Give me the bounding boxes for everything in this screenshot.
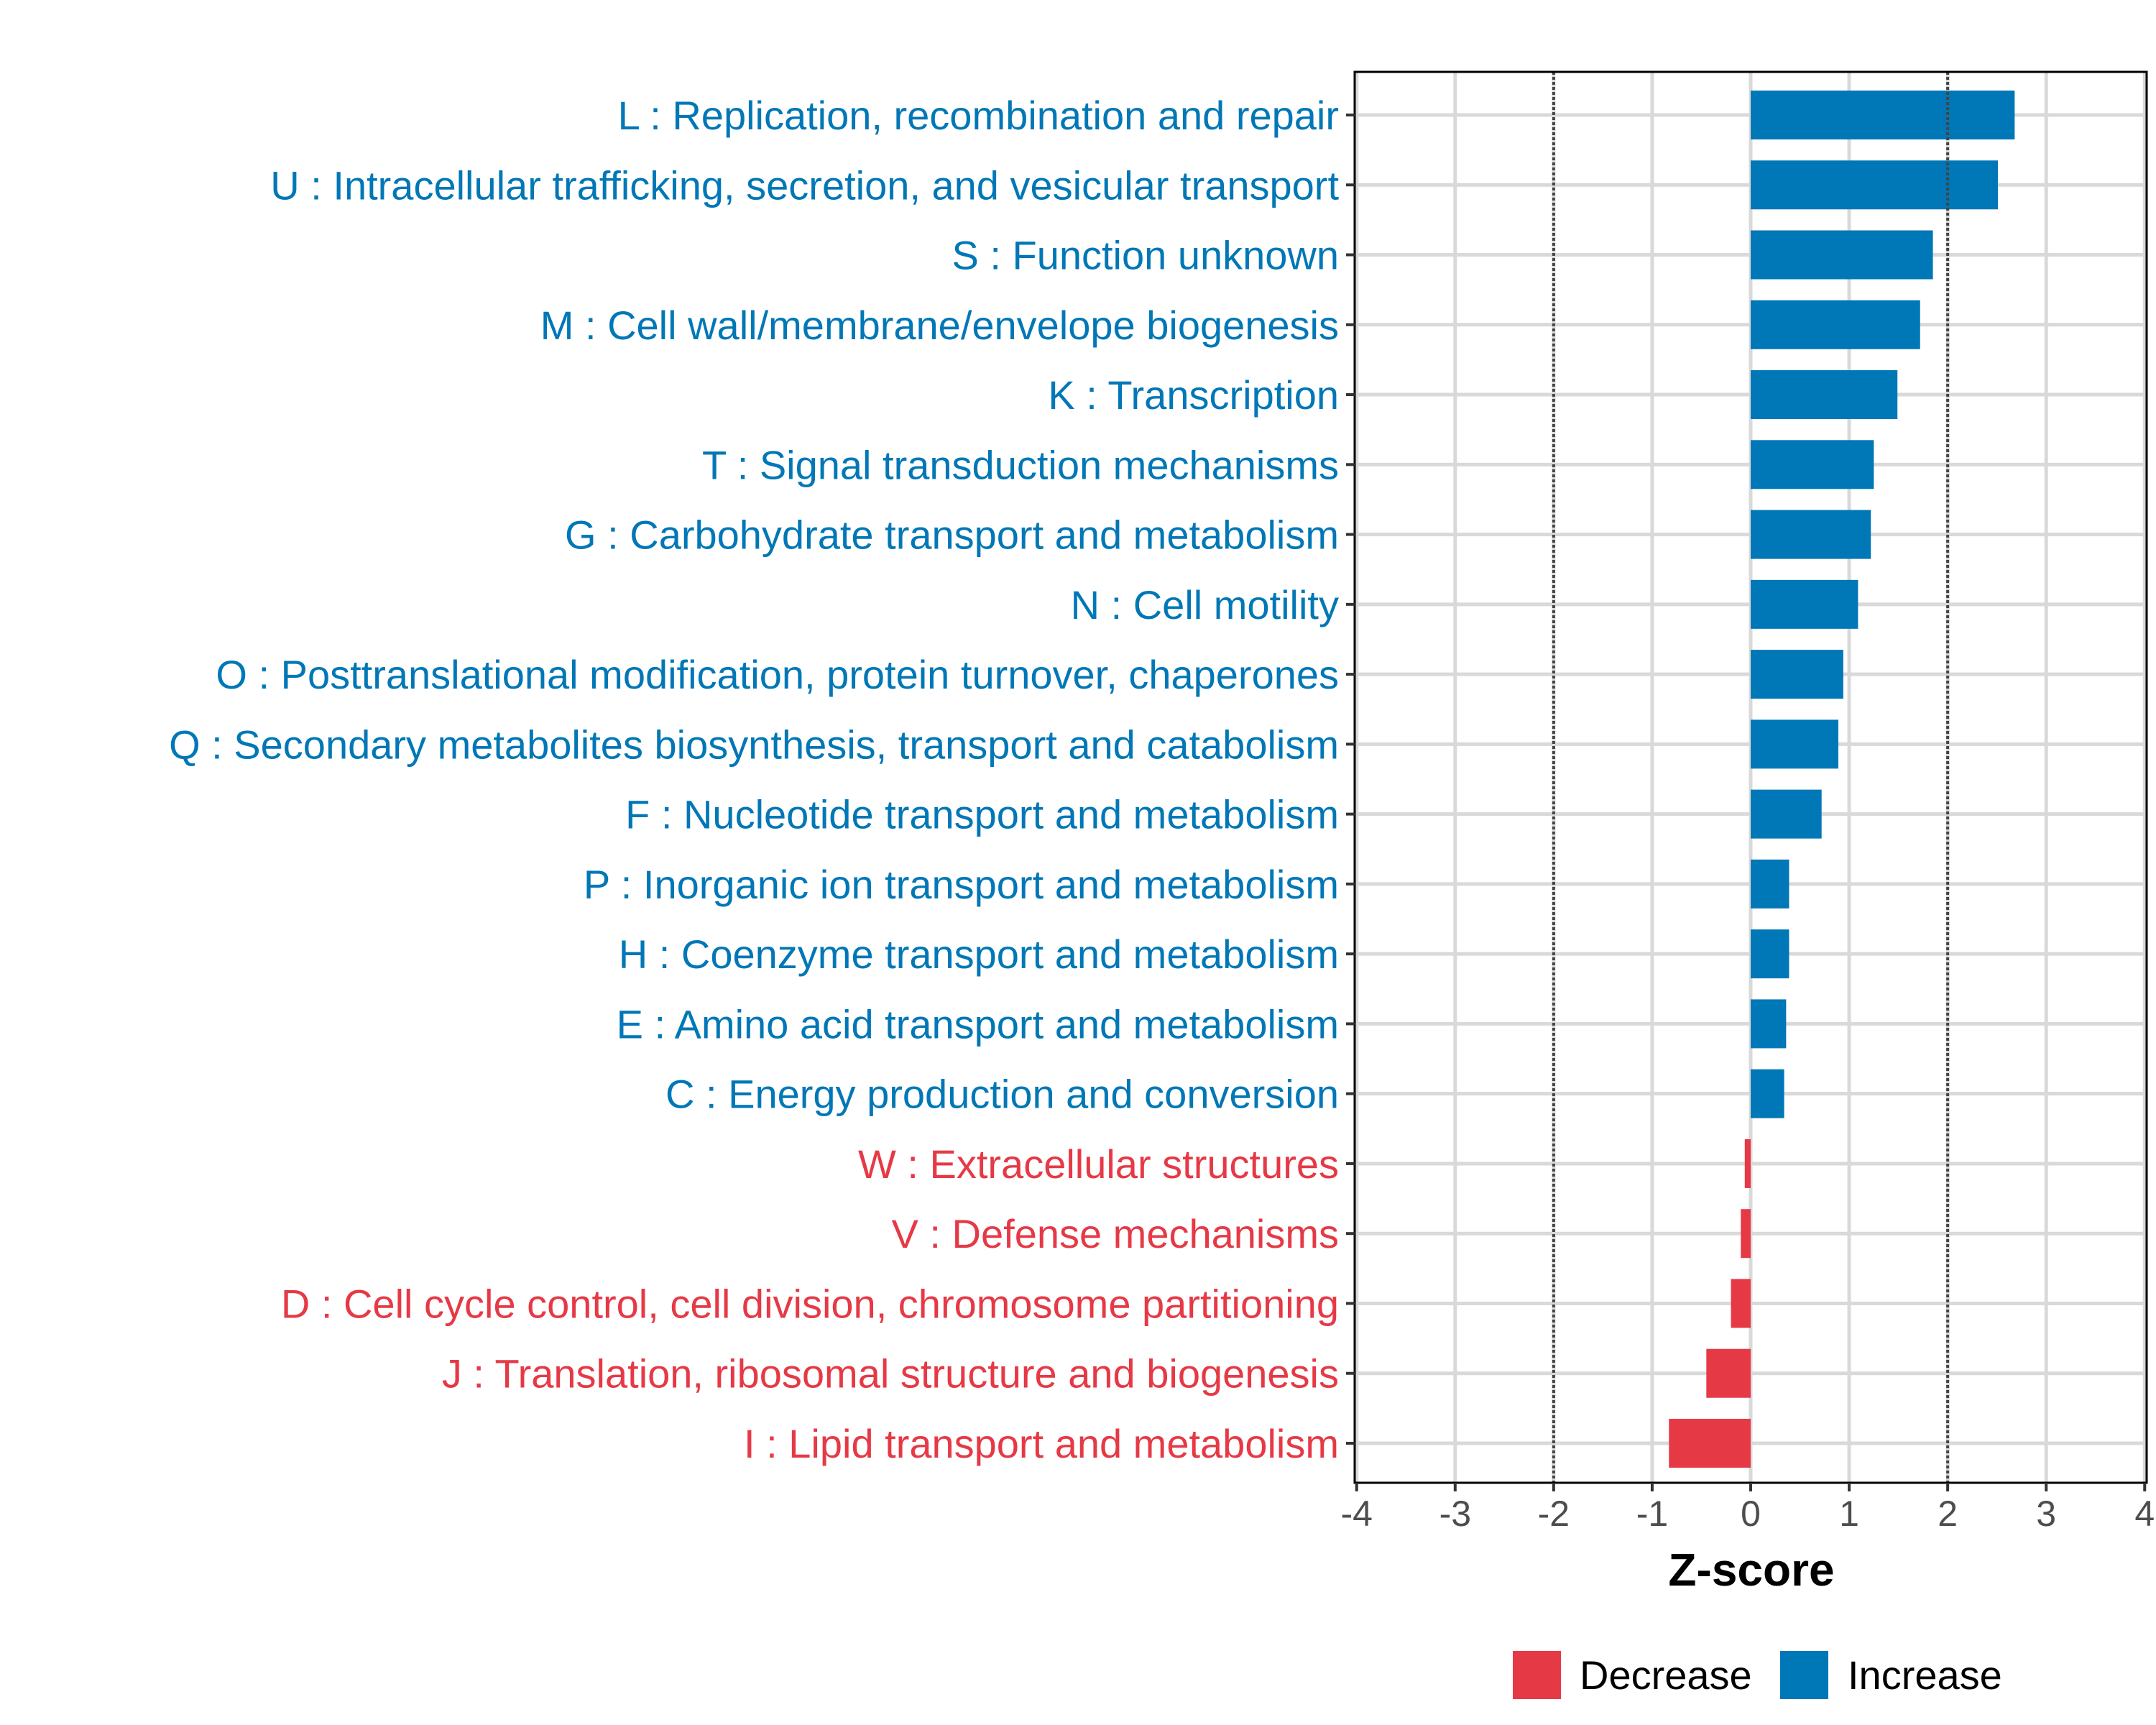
bar-decrease	[1706, 1348, 1751, 1398]
bar-increase	[1751, 230, 1933, 280]
x-tick-label: -2	[1538, 1494, 1570, 1534]
x-tick-label: 1	[1839, 1494, 1859, 1534]
grid	[1355, 72, 2147, 1483]
bar-increase	[1751, 510, 1871, 559]
category-label: U : Intracellular trafficking, secretion…	[270, 162, 1339, 208]
category-label: C : Energy production and conversion	[665, 1072, 1339, 1117]
category-label: I : Lipid transport and metabolism	[744, 1421, 1339, 1466]
category-label: N : Cell motility	[1071, 582, 1339, 627]
x-tick-label: 4	[2134, 1494, 2155, 1534]
x-tick-label: 0	[1741, 1494, 1761, 1534]
bar-increase	[1751, 650, 1843, 699]
x-tick-label: -1	[1636, 1494, 1668, 1534]
bar-increase	[1751, 789, 1822, 839]
bar-increase	[1751, 91, 2015, 139]
category-label: G : Carbohydrate transport and metabolis…	[565, 512, 1339, 558]
category-label: J : Translation, ribosomal structure and…	[442, 1351, 1339, 1397]
legend: Decrease Increase	[1513, 1651, 2002, 1699]
category-label: M : Cell wall/membrane/envelope biogenes…	[540, 303, 1339, 348]
x-tick-label: -4	[1341, 1494, 1373, 1534]
category-label: K : Transcription	[1048, 372, 1339, 418]
legend-label: Decrease	[1580, 1652, 1752, 1698]
category-label: D : Cell cycle control, cell division, c…	[281, 1281, 1339, 1326]
bar-increase	[1751, 1069, 1784, 1118]
legend-key-decrease	[1513, 1651, 1561, 1699]
bar-increase	[1751, 579, 1858, 629]
category-label: W : Extracellular structures	[858, 1141, 1339, 1187]
category-label: L : Replication, recombination and repai…	[618, 93, 1339, 138]
category-label: S : Function unknown	[952, 233, 1339, 278]
bar-increase	[1751, 719, 1838, 769]
x-axis-title: Z-score	[1668, 1544, 1834, 1596]
x-tick-label: -3	[1439, 1494, 1471, 1534]
bar-increase	[1751, 370, 1898, 420]
x-tick-label: 3	[2036, 1494, 2056, 1534]
bar-increase	[1751, 999, 1787, 1049]
bar-decrease	[1744, 1138, 1751, 1188]
bar-increase	[1751, 440, 1874, 489]
category-labels: L : Replication, recombination and repai…	[169, 93, 1355, 1466]
legend-label: Increase	[1848, 1652, 2002, 1698]
bar-decrease	[1741, 1209, 1751, 1259]
bars	[1669, 91, 2015, 1468]
category-label: F : Nucleotide transport and metabolism	[625, 792, 1339, 837]
bar-increase	[1751, 929, 1789, 979]
legend-key-increase	[1780, 1651, 1828, 1699]
x-axis-ticks: -4 -3 -2 -1 0 1 2 3 4	[1341, 1483, 2155, 1534]
bar-decrease	[1731, 1279, 1751, 1328]
category-label: H : Coenzyme transport and metabolism	[619, 932, 1339, 977]
x-tick-label: 2	[1938, 1494, 1958, 1534]
bar-increase	[1751, 300, 1920, 349]
category-label: P : Inorganic ion transport and metaboli…	[584, 862, 1339, 907]
category-label: T : Signal transduction mechanisms	[702, 442, 1339, 487]
category-label: O : Posttranslational modification, prot…	[216, 652, 1339, 697]
bar-increase	[1751, 160, 1999, 210]
category-label: V : Defense mechanisms	[892, 1211, 1339, 1256]
category-label: E : Amino acid transport and metabolism	[617, 1001, 1339, 1046]
bar-increase	[1751, 859, 1789, 908]
reference-lines	[1552, 72, 1950, 1483]
bar-decrease	[1669, 1419, 1751, 1468]
category-label: Q : Secondary metabolites biosynthesis, …	[169, 722, 1339, 767]
